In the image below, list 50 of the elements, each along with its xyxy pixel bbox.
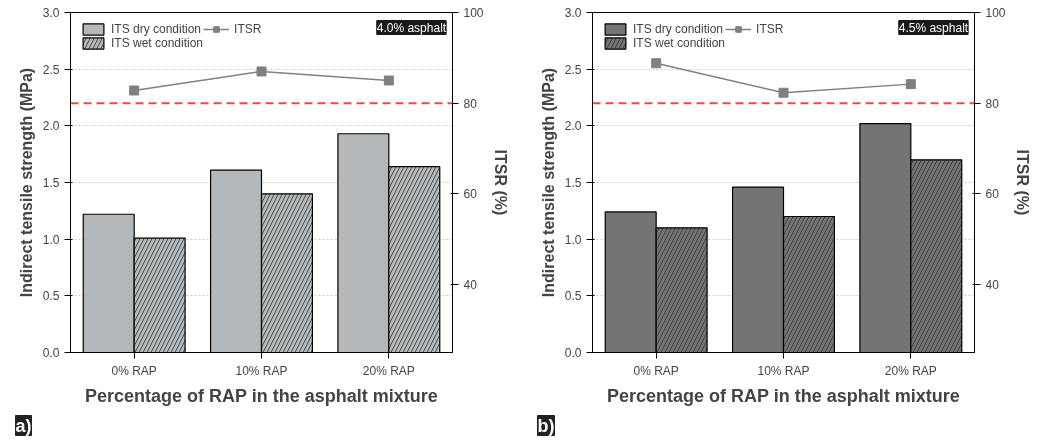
x-tick-label: 0% RAP	[633, 363, 679, 378]
y-tick-label: 3.0	[42, 6, 60, 20]
y-tick-label: 2.0	[564, 119, 582, 134]
y-tick-label: 0.5	[564, 289, 582, 304]
point	[778, 87, 789, 98]
text: a)	[15, 415, 32, 436]
legend-label: ITSR	[234, 22, 262, 36]
annotation: 4.5% asphalt	[898, 20, 969, 35]
y2-tick-label: 40	[463, 278, 478, 292]
y-tick-label: 1.5	[42, 176, 60, 190]
y2-tick-label: 100	[463, 6, 484, 20]
x-tick-label: 10% RAP	[235, 363, 288, 378]
y2-tick-label: 100	[985, 6, 1006, 20]
annotation: 4.0% asphalt	[376, 20, 447, 35]
y2-axis-title: ITSR (%)	[491, 149, 509, 216]
point	[905, 79, 916, 90]
y-tick-label: 3.0	[564, 6, 582, 20]
x-tick-label: 0% RAP	[111, 363, 157, 378]
legend-label: ITS dry condition	[111, 22, 202, 36]
y2-tick-label: 80	[463, 96, 478, 111]
legend-label: ITSR	[756, 22, 784, 36]
y2-tick-label: 40	[985, 278, 1000, 292]
x-axis-title: Percentage of RAP in the asphalt mixture	[606, 385, 960, 406]
x-axis-title: Percentage of RAP in the asphalt mixture	[84, 385, 438, 406]
text: b)	[537, 415, 555, 436]
x-tick-label: 10% RAP	[757, 363, 810, 378]
legend-label: ITS dry condition	[633, 22, 724, 36]
x-tick-label: 20% RAP	[884, 363, 937, 378]
y2-axis-title: ITSR (%)	[1013, 149, 1031, 216]
x-tick-label: 20% RAP	[362, 363, 415, 378]
y-tick-label: 1.0	[564, 232, 582, 247]
point	[651, 58, 662, 69]
y-axis-title: Indirect tensile strength (MPa)	[539, 67, 557, 298]
y-tick-label: 0.5	[42, 289, 60, 304]
y-tick-label: 2.5	[42, 62, 60, 77]
y-tick-label: 0.0	[42, 346, 60, 360]
y-tick-label: 1.5	[564, 176, 582, 190]
legend-label: ITS wet condition	[111, 36, 204, 50]
point	[383, 75, 394, 86]
y2-tick-label: 60	[985, 187, 1000, 202]
point	[256, 66, 267, 77]
y2-tick-label: 80	[985, 96, 1000, 111]
y-tick-label: 0.0	[564, 346, 582, 360]
y-axis-title: Indirect tensile strength (MPa)	[17, 67, 35, 298]
y2-tick-label: 60	[463, 187, 478, 202]
y-tick-label: 1.0	[42, 232, 60, 247]
y-tick-label: 2.0	[42, 119, 60, 134]
y-tick-label: 2.5	[564, 62, 582, 77]
legend-label: ITS wet condition	[633, 36, 726, 50]
point	[129, 85, 140, 96]
